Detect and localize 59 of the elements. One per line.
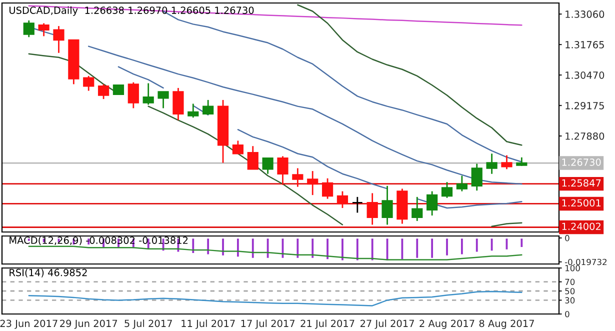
candlestick [456, 175, 468, 192]
candlestick [128, 82, 139, 109]
candlestick [232, 140, 244, 154]
x-tick-label: 11 Jul 2017 [182, 320, 235, 329]
candlestick [382, 185, 393, 226]
x-tick-label: 23 Jun 2017 [0, 320, 58, 329]
x-tick-label: 29 Jun 2017 [60, 320, 118, 329]
y-tick-label: -0.019732 [564, 258, 606, 266]
candlestick [366, 192, 378, 226]
candlestick [277, 156, 288, 186]
x-tick-label: 5 Jul 2017 [124, 320, 172, 329]
candlestick [38, 22, 50, 37]
line-series [297, 4, 522, 146]
candlestick [307, 170, 318, 196]
x-tick-label: 8 Aug 2017 [479, 320, 534, 329]
line-series [28, 246, 522, 260]
y-tick-label: 70 [565, 278, 575, 286]
candlestick [172, 87, 184, 121]
x-tick-label: 21 Jul 2017 [300, 320, 354, 329]
candlestick [322, 178, 334, 200]
x-tick-label: 17 Jul 2017 [241, 320, 294, 329]
candlestick [352, 196, 363, 214]
y-tick-label: 50 [565, 288, 575, 294]
candlestick [247, 145, 258, 170]
y-tick-label: 0 [565, 234, 570, 242]
line-series [28, 290, 522, 306]
y-tick-label: 1.31765 [566, 41, 604, 48]
candlestick [53, 25, 64, 54]
candlestick [112, 84, 124, 95]
candlestick [188, 103, 199, 118]
y-tick-label: 1.29175 [566, 102, 604, 110]
candlestick [292, 168, 304, 188]
y-tick-label: 100 [565, 264, 580, 272]
y-tick-label: 1.33060 [566, 10, 604, 18]
ref-line-label: 1.25001 [562, 199, 601, 207]
y-tick-label: 30 [565, 297, 575, 304]
ref-line-label: 1.25847 [562, 179, 601, 187]
candlestick [501, 154, 512, 170]
candlestick [486, 152, 498, 175]
y-tick-label: 0 [565, 310, 570, 318]
candlestick [98, 84, 110, 100]
candlestick [83, 75, 94, 92]
candlestick [336, 190, 348, 209]
candlestick [23, 20, 34, 38]
candlestick [471, 163, 482, 192]
x-tick-label: 2 Aug 2017 [420, 320, 474, 329]
y-tick-label: 1.27880 [566, 132, 604, 140]
ref-line-label: 1.26730 [562, 158, 601, 166]
candlestick [441, 181, 453, 199]
candlestick [412, 196, 423, 222]
candlestick [202, 99, 214, 116]
ref-line-label: 1.24002 [562, 222, 600, 230]
chart-title: RSI(14) 46.9852 [10, 268, 87, 278]
y-tick-label: 1.30470 [566, 71, 604, 79]
candlestick [426, 190, 438, 216]
candlestick [262, 157, 274, 175]
candlestick [142, 82, 154, 106]
candlestick [158, 91, 169, 109]
x-tick-label: 27 Jul 2017 [360, 320, 414, 329]
